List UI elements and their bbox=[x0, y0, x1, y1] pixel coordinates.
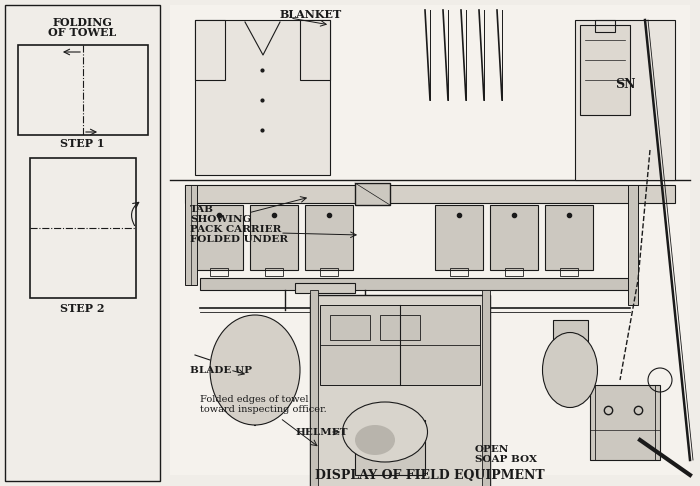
Ellipse shape bbox=[355, 425, 395, 455]
FancyBboxPatch shape bbox=[195, 20, 330, 175]
FancyBboxPatch shape bbox=[435, 205, 483, 270]
FancyBboxPatch shape bbox=[170, 5, 690, 475]
Text: SOAP: SOAP bbox=[379, 446, 401, 454]
Text: SN: SN bbox=[615, 79, 636, 91]
FancyBboxPatch shape bbox=[305, 205, 353, 270]
FancyBboxPatch shape bbox=[580, 25, 630, 115]
FancyBboxPatch shape bbox=[5, 5, 160, 481]
Ellipse shape bbox=[542, 332, 598, 407]
FancyBboxPatch shape bbox=[355, 183, 390, 205]
FancyBboxPatch shape bbox=[575, 20, 675, 180]
FancyBboxPatch shape bbox=[195, 205, 243, 270]
FancyBboxPatch shape bbox=[310, 295, 490, 486]
FancyBboxPatch shape bbox=[320, 305, 480, 385]
Text: STEP 1: STEP 1 bbox=[60, 138, 104, 149]
FancyBboxPatch shape bbox=[195, 20, 225, 80]
FancyBboxPatch shape bbox=[482, 290, 490, 486]
FancyBboxPatch shape bbox=[490, 205, 538, 270]
FancyBboxPatch shape bbox=[310, 290, 318, 486]
Text: TAB
SHOWING: TAB SHOWING bbox=[190, 205, 251, 225]
FancyBboxPatch shape bbox=[185, 185, 197, 285]
Text: DISPLAY OF FIELD EQUIPMENT: DISPLAY OF FIELD EQUIPMENT bbox=[315, 469, 545, 482]
FancyBboxPatch shape bbox=[355, 420, 425, 475]
FancyBboxPatch shape bbox=[295, 283, 355, 293]
Text: BLANKET: BLANKET bbox=[280, 8, 342, 19]
Text: OF TOWEL: OF TOWEL bbox=[48, 27, 116, 37]
Text: FOLDING: FOLDING bbox=[52, 17, 112, 28]
Ellipse shape bbox=[210, 315, 300, 425]
Text: HELMET: HELMET bbox=[295, 428, 347, 436]
FancyBboxPatch shape bbox=[250, 205, 298, 270]
Text: PACK CARRIER
FOLDED UNDER: PACK CARRIER FOLDED UNDER bbox=[190, 225, 288, 244]
Ellipse shape bbox=[342, 402, 428, 462]
FancyBboxPatch shape bbox=[628, 185, 638, 305]
Text: STEP 2: STEP 2 bbox=[60, 302, 104, 313]
Text: BLADE UP: BLADE UP bbox=[190, 365, 252, 375]
FancyBboxPatch shape bbox=[200, 278, 630, 290]
FancyBboxPatch shape bbox=[300, 20, 330, 80]
FancyBboxPatch shape bbox=[185, 185, 675, 203]
FancyBboxPatch shape bbox=[380, 315, 420, 340]
FancyBboxPatch shape bbox=[553, 320, 588, 348]
Text: Folded edges of towel
toward inspecting officer.: Folded edges of towel toward inspecting … bbox=[200, 395, 327, 415]
FancyBboxPatch shape bbox=[330, 315, 370, 340]
Text: OPEN
SOAP BOX: OPEN SOAP BOX bbox=[475, 445, 537, 465]
FancyBboxPatch shape bbox=[545, 205, 593, 270]
FancyBboxPatch shape bbox=[590, 385, 660, 460]
